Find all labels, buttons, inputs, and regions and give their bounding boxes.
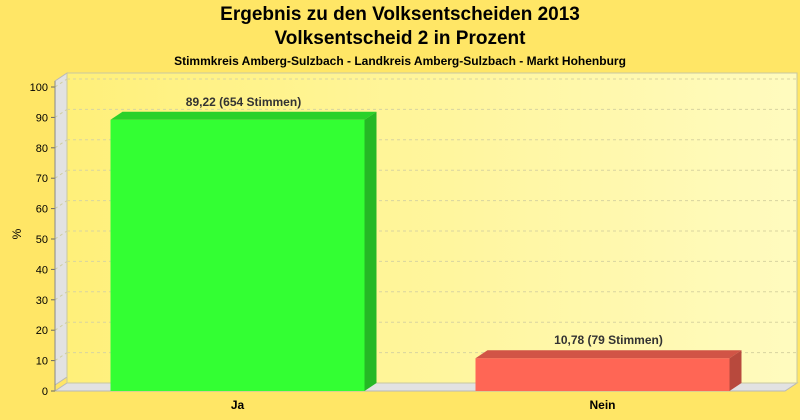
bar-nein bbox=[475, 358, 730, 391]
y-tick-label: 100 bbox=[30, 82, 48, 94]
bar-side-face bbox=[364, 111, 377, 391]
chart-title: Ergebnis zu den Volksentscheiden 2013 bbox=[220, 4, 580, 25]
bar-top-face bbox=[110, 111, 377, 120]
grid-line bbox=[54, 260, 68, 270]
y-tick-label: 30 bbox=[36, 295, 48, 307]
y-tick-label: 20 bbox=[36, 325, 48, 337]
grid-line bbox=[54, 169, 68, 179]
y-tick-label: 90 bbox=[36, 112, 48, 124]
bar-ja bbox=[110, 119, 365, 391]
grid-line bbox=[54, 108, 68, 118]
x-category-label: Nein bbox=[589, 398, 615, 412]
x-category-label: Ja bbox=[231, 398, 245, 412]
y-tick-label: 10 bbox=[36, 356, 48, 368]
y-tick-label: 50 bbox=[36, 234, 48, 246]
chart-subtitle: Volksentscheid 2 in Prozent bbox=[274, 28, 526, 49]
data-label: 10,78 (79 Stimmen) bbox=[554, 333, 663, 347]
chart-caption: Stimmkreis Amberg-Sulzbach - Landkreis A… bbox=[174, 54, 626, 68]
bar-side-face bbox=[729, 350, 742, 391]
grid-line bbox=[54, 321, 68, 331]
grid-line bbox=[54, 139, 68, 149]
y-tick-label: 70 bbox=[36, 173, 48, 185]
grid-line bbox=[54, 291, 68, 301]
y-tick-label: 40 bbox=[36, 264, 48, 276]
plot-side-wall bbox=[54, 72, 68, 386]
grid-line bbox=[54, 78, 68, 88]
y-tick-label: 0 bbox=[42, 386, 48, 398]
grid-line bbox=[54, 352, 68, 362]
data-label: 89,22 (654 Stimmen) bbox=[186, 95, 301, 109]
y-tick-label: 80 bbox=[36, 143, 48, 155]
grid-line bbox=[54, 230, 68, 240]
y-axis-label: % bbox=[10, 228, 24, 239]
bar-top-face bbox=[475, 350, 742, 359]
y-tick-label: 60 bbox=[36, 204, 48, 216]
grid-line bbox=[54, 200, 68, 210]
